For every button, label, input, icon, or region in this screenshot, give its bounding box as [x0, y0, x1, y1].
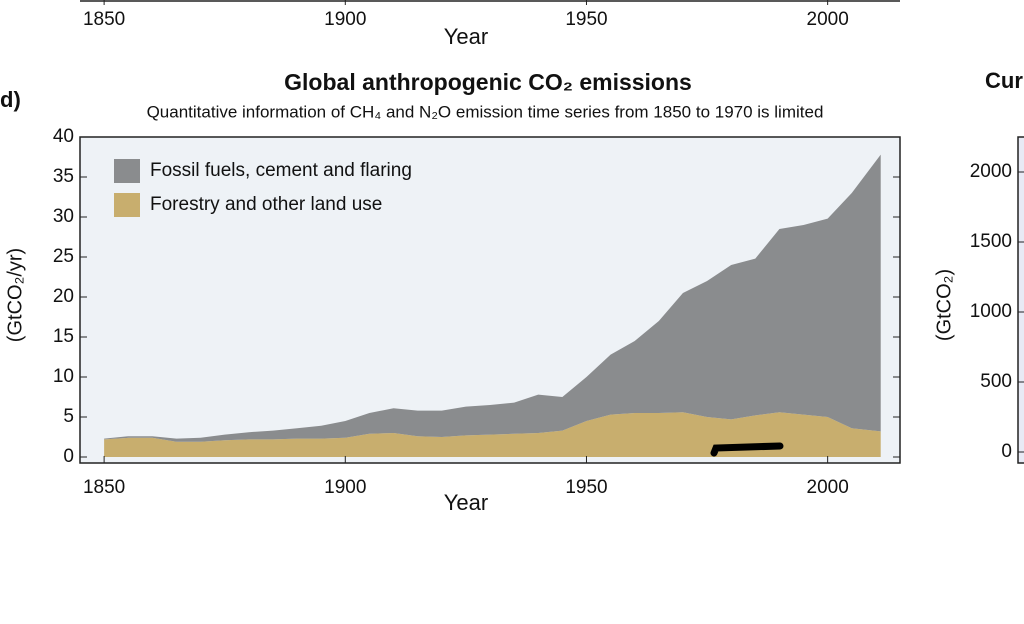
neighbor-y-tick-label: 500	[980, 371, 1012, 392]
plot-frame	[79, 136, 901, 464]
y-axis-label: (GtCO₂/yr)	[4, 248, 26, 342]
plot	[104, 154, 881, 457]
x-tick-label: 1900	[324, 477, 366, 498]
y-tick-label: 25	[53, 246, 74, 267]
x-tick-label: 1900	[324, 9, 366, 30]
y-tick-label: 5	[63, 406, 74, 427]
chart-subtitle: Quantitative information of CH₄ and N₂O …	[147, 102, 824, 121]
panel-label: d)	[0, 87, 21, 112]
y-tick-label: 20	[53, 286, 74, 307]
y-tick-label: 0	[63, 446, 74, 467]
chart-title: Global anthropogenic CO₂ emissions	[284, 69, 692, 95]
legend-label: Fossil fuels, cement and flaring	[150, 160, 412, 181]
x-tick-label: 1950	[565, 477, 607, 498]
x-axis-label: Year	[444, 490, 488, 515]
area	[104, 412, 881, 457]
area	[104, 154, 881, 442]
neighbor-y-tick-label: 2000	[970, 161, 1012, 182]
x-tick-label: 2000	[807, 9, 849, 30]
y-tick-label: 35	[53, 166, 74, 187]
x-tick-label: 1850	[83, 9, 125, 30]
scribble	[710, 442, 784, 457]
neighbor-y-tick-label: 0	[1001, 441, 1012, 462]
legend-swatch	[114, 193, 140, 217]
neighbor-y-tick-label: 1000	[970, 301, 1012, 322]
legend-swatch	[114, 159, 140, 183]
y-tick-label: 30	[53, 206, 74, 227]
y-tick-label: 40	[53, 126, 74, 147]
legend-label: Forestry and other land use	[150, 194, 382, 215]
x-tick-label: 1850	[83, 477, 125, 498]
neighbor-y-tick-label: 1500	[970, 231, 1012, 252]
y-tick-label: 15	[53, 326, 74, 347]
neighbor-plot	[1017, 136, 1024, 464]
neighbor-y-label: (GtCO₂)	[933, 269, 955, 341]
neighbor-title: Cur	[985, 68, 1023, 93]
x-tick-label: 2000	[807, 477, 849, 498]
y-tick-label: 10	[53, 366, 74, 387]
x-tick-label: 1950	[565, 9, 607, 30]
x-axis-label: Year	[444, 24, 488, 49]
